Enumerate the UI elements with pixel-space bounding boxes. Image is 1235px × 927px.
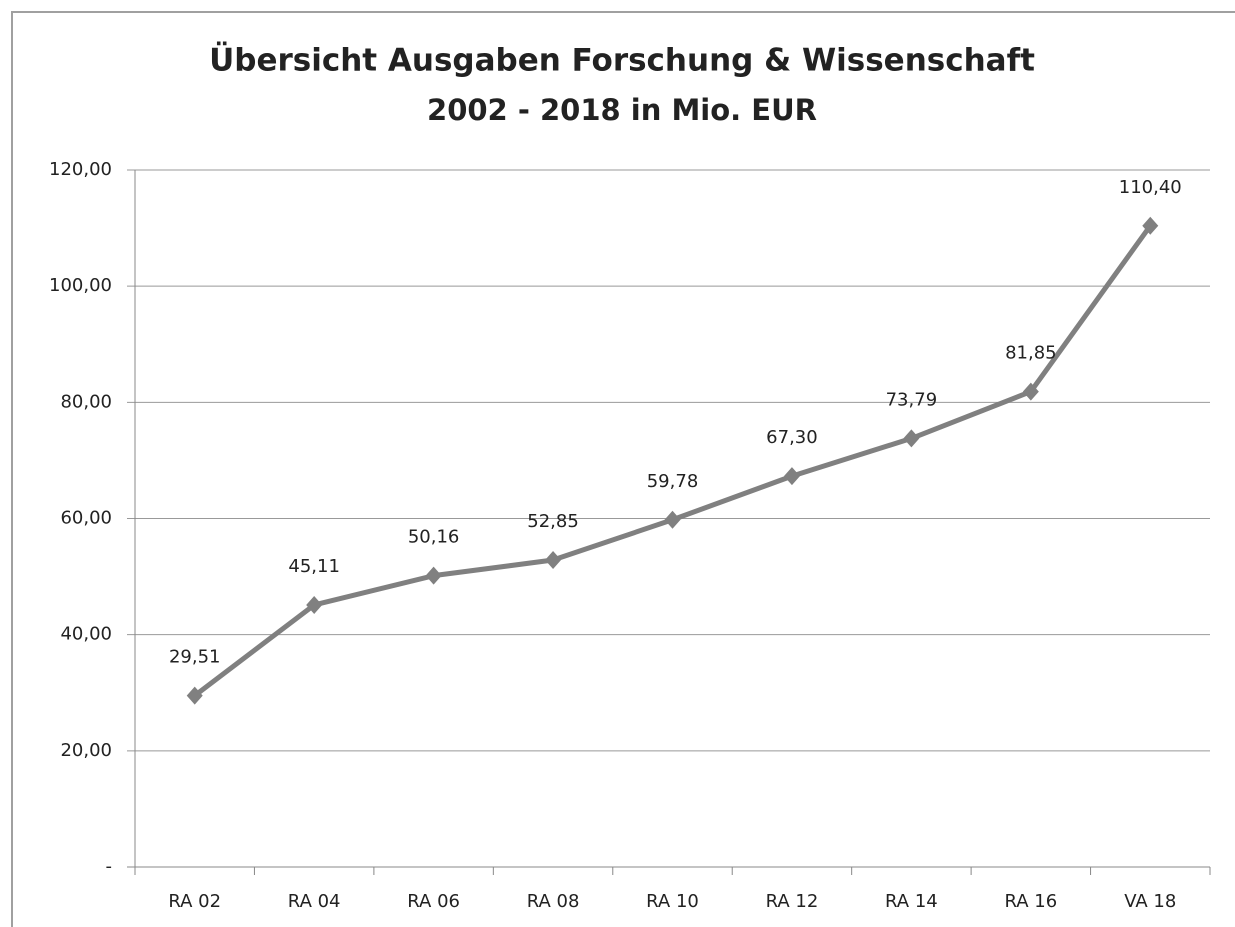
marker [1022, 382, 1039, 401]
x-tick-label: RA 08 [527, 891, 580, 912]
x-tick-label: VA 18 [1124, 891, 1176, 912]
marker [425, 566, 442, 585]
y-tick-label: 60,00 [60, 508, 112, 529]
marker [783, 467, 800, 486]
marker [545, 551, 562, 570]
data-label: 45,11 [288, 556, 340, 577]
data-label: 50,16 [408, 527, 460, 548]
y-tick-label: 40,00 [60, 624, 112, 645]
data-label: 110,40 [1119, 177, 1182, 198]
x-tick-label: RA 10 [646, 891, 699, 912]
data-label: 67,30 [766, 427, 818, 448]
marker [664, 510, 681, 529]
x-tick-label: RA 12 [766, 891, 819, 912]
y-tick-label: 80,00 [60, 391, 112, 412]
data-label: 59,78 [647, 471, 699, 492]
marker [306, 595, 323, 614]
chart-title: Übersicht Ausgaben Forschung & Wissensch… [209, 42, 1035, 79]
x-tick-label: RA 14 [885, 891, 938, 912]
data-label: 81,85 [1005, 343, 1057, 364]
data-label: 52,85 [527, 511, 579, 532]
x-tick-label: RA 02 [168, 891, 221, 912]
marker [186, 686, 203, 705]
y-tick-label: 100,00 [49, 275, 112, 296]
x-tick-label: RA 06 [407, 891, 460, 912]
x-tick-label: RA 16 [1004, 891, 1057, 912]
x-tick-label: RA 04 [288, 891, 341, 912]
y-tick-label: 120,00 [49, 159, 112, 180]
y-tick-label: 20,00 [60, 740, 112, 761]
chart-subtitle: 2002 - 2018 in Mio. EUR [427, 93, 817, 127]
marker [1142, 216, 1159, 235]
chart-frame [11, 11, 1235, 927]
data-label: 73,79 [886, 389, 938, 410]
y-tick-label: - [106, 856, 113, 877]
marker [903, 429, 920, 448]
data-label: 29,51 [169, 647, 221, 668]
